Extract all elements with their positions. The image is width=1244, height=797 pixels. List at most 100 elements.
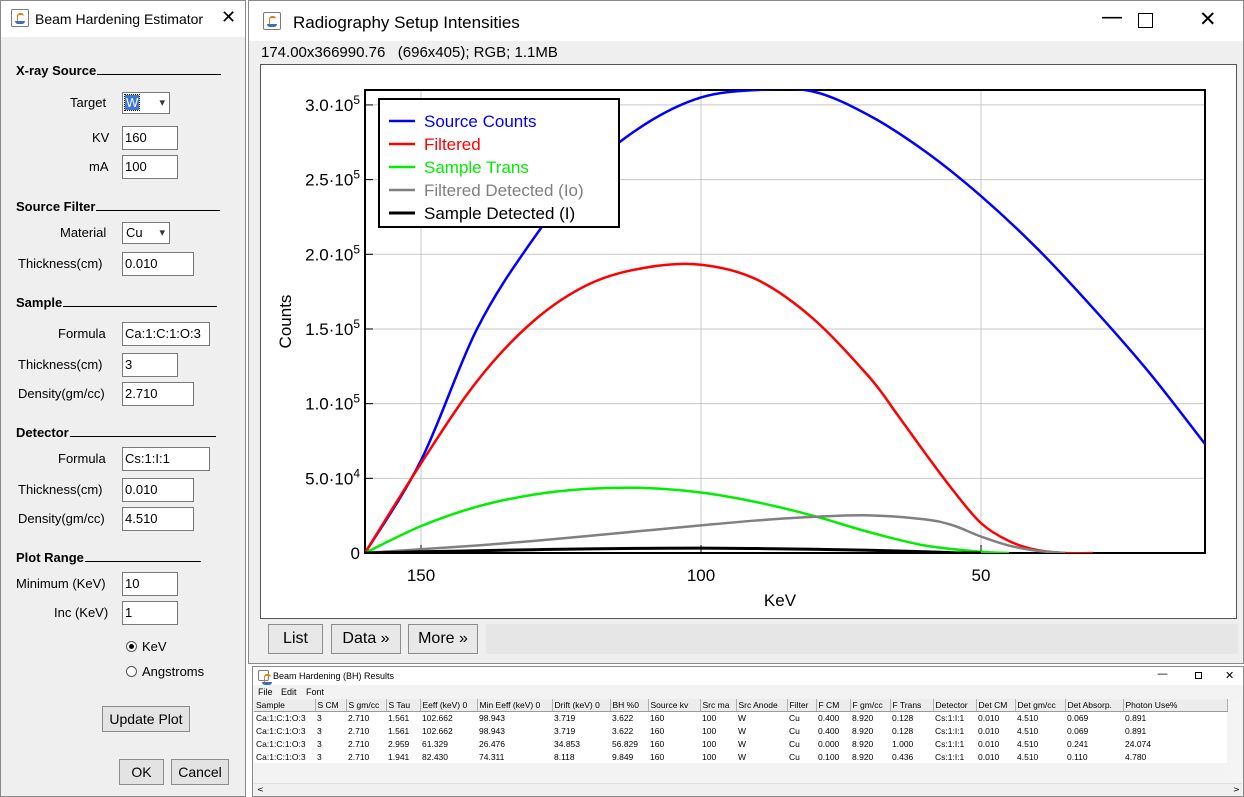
table-cell: 0.010 [976,750,1015,763]
column-header[interactable]: S CM [315,699,347,712]
sample-thickness-field[interactable]: 3 [122,353,178,377]
table-cell: 0.128 [890,724,933,737]
table-cell: 1.561 [386,724,420,737]
column-header[interactable]: Det CM [976,699,1016,712]
column-header[interactable]: Min Eeff (keV) 0 [477,699,553,712]
close-icon[interactable]: ✕ [1199,7,1217,31]
column-header[interactable]: S Tau [386,699,421,712]
column-header[interactable]: F gm/cc [850,699,891,712]
table-cell: 8.920 [850,750,890,763]
table-cell: 160 [648,711,700,724]
detector-formula-field[interactable]: Cs:1:I:1 [122,447,210,471]
scroll-left-icon[interactable]: < [257,785,264,794]
menu-file[interactable]: File [258,687,273,697]
results-horizontal-scrollbar[interactable]: < > [254,783,1242,796]
table-cell: 3 [315,737,346,750]
column-header[interactable]: BH %0 [610,699,649,712]
table-row[interactable]: Ca:1:C:1:O:3 3 2.710 1.561 102.662 98.943 3.71… [254,724,1227,737]
bh-results-window: Beam Hardening (BH) Results — ✕ File Edi… [252,666,1244,797]
table-cell: 0.128 [890,711,933,724]
scroll-right-icon[interactable]: > [1233,785,1240,794]
sample-thickness-label: Thickness(cm) [18,357,103,372]
menu-font[interactable]: Font [306,687,325,697]
column-header[interactable]: Src ma [700,699,737,712]
table-cell: 0.000 [816,737,850,750]
menu-edit[interactable]: Edit [281,687,297,697]
table-cell: 3.622 [610,711,648,724]
inc-field[interactable]: 1 [122,601,178,625]
legend-label: Sample Detected (I) [424,204,575,223]
column-header[interactable]: Sample [254,699,316,712]
table-cell: 0.436 [890,750,933,763]
legend-box [378,98,620,228]
column-header[interactable]: F Trans [890,699,934,712]
ok-button[interactable]: OK [119,759,164,785]
table-cell: Cs:1:I:1 [933,737,976,750]
kv-field[interactable]: 160 [122,126,178,150]
intensity-chart: 150 100 50 0 5.0·104 1.0·105 1.5·105 2.0·105 2.5… [276,89,1206,610]
table-cell: 1.941 [386,750,420,763]
column-header[interactable]: Src Anode [736,699,788,712]
detector-thickness-field[interactable]: 0.010 [122,478,194,502]
ma-field[interactable]: 100 [122,155,178,179]
minimize-icon[interactable]: — [1157,667,1168,680]
table-cell: 24.074 [1123,737,1227,750]
minimize-icon[interactable]: — [1101,5,1123,30]
table-row[interactable]: Ca:1:C:1:O:3 3 2.710 1.941 82.430 74.311 8.118… [254,750,1227,763]
table-cell: 2.710 [346,711,386,724]
table-cell: 160 [648,737,700,750]
table-cell: 100 [700,724,736,737]
results-vertical-scrollbar[interactable] [1231,699,1242,783]
maximize-icon[interactable] [1195,672,1202,679]
column-header[interactable]: Det gm/cc [1015,699,1066,712]
target-select[interactable]: W ▾ [122,92,170,114]
column-header[interactable]: Source kv [648,699,701,712]
detector-density-field[interactable]: 4.510 [122,507,194,531]
column-header[interactable]: Det Absorp. [1065,699,1124,712]
column-header[interactable]: S gm/cc [346,699,387,712]
table-cell: Cu [787,724,816,737]
more-button[interactable]: More » [408,624,478,654]
table-cell: 8.118 [552,750,610,763]
y-tick-label: 5.0·104 [305,466,360,488]
table-cell: 3.622 [610,724,648,737]
table-cell: 0.400 [816,724,850,737]
sample-formula-field[interactable]: Ca:1:C:1:O:3 [122,322,210,346]
filter-thickness-field[interactable]: 0.010 [122,252,194,276]
x-tick-label: 50 [972,566,991,585]
close-icon[interactable]: ✕ [1225,669,1235,682]
table-cell: 0.069 [1065,711,1123,724]
table-row[interactable]: Ca:1:C:1:O:3 3 2.710 2.959 61.329 26.476 34.85… [254,737,1227,750]
column-header[interactable]: Drift (keV) 0 [552,699,611,712]
update-plot-button[interactable]: Update Plot [102,706,190,732]
table-cell: 0.241 [1065,737,1123,750]
table-cell: 56.829 [610,737,648,750]
table-cell: Cs:1:I:1 [933,750,976,763]
table-cell: 100 [700,737,736,750]
list-button[interactable]: List [268,624,323,654]
table-cell: 2.710 [346,750,386,763]
material-select[interactable]: Cu ▾ [122,222,170,244]
column-header[interactable]: F CM [816,699,851,712]
java-app-icon [258,670,272,685]
table-cell: 34.853 [552,737,610,750]
maximize-icon[interactable] [1138,13,1153,28]
table-row[interactable]: Ca:1:C:1:O:3 3 2.710 1.561 102.662 98.943 3.71… [254,711,1227,724]
kev-radio[interactable] [126,641,137,652]
column-header[interactable]: Detector [933,699,977,712]
cancel-button[interactable]: Cancel [171,759,229,785]
column-header[interactable]: Photon Use% [1123,699,1228,712]
table-cell: 0.110 [1065,750,1123,763]
sample-density-field[interactable]: 2.710 [122,382,194,406]
table-cell: 3.719 [552,711,610,724]
column-header[interactable]: Eeff (keV) 0 [420,699,478,712]
data-button[interactable]: Data » [331,624,401,654]
column-header[interactable]: Filter [787,699,817,712]
angstroms-radio[interactable] [126,666,137,677]
filter-thickness-label: Thickness(cm) [18,256,103,271]
table-cell: 3 [315,750,346,763]
table-cell: 2.710 [346,737,386,750]
minimum-field[interactable]: 10 [122,572,178,596]
angstroms-radio-label: Angstroms [142,664,205,679]
close-icon[interactable]: ✕ [221,7,237,28]
